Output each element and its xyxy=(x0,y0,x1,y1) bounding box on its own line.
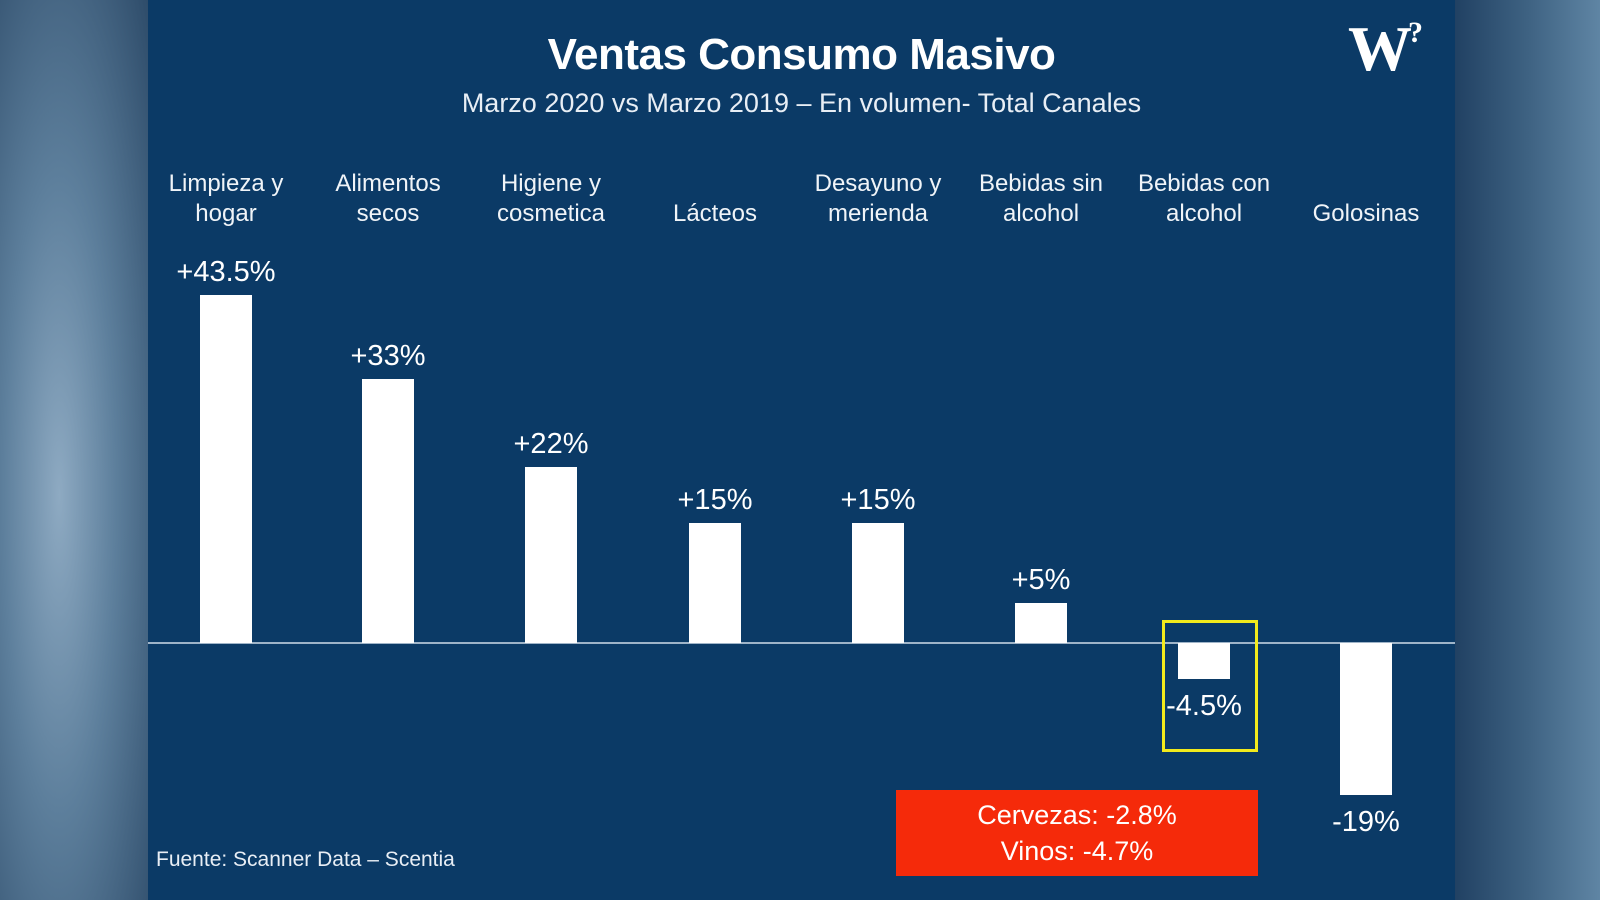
category-label-2-1: cosmetica xyxy=(497,200,606,227)
slide: Ventas Consumo Masivo Marzo 2020 vs Marz… xyxy=(148,0,1455,900)
value-label-0: +43.5% xyxy=(176,256,275,288)
logo-question-mark: ? xyxy=(1408,16,1423,49)
value-label-5: +5% xyxy=(1012,564,1071,596)
category-label-4-1: merienda xyxy=(828,200,929,227)
bar-6 xyxy=(1178,643,1230,679)
bar-0 xyxy=(200,295,252,643)
category-label-6-0: Bebidas con xyxy=(1138,170,1270,197)
blurred-left-edge xyxy=(0,0,148,900)
highlight-box xyxy=(1162,620,1258,752)
value-label-4: +15% xyxy=(841,484,916,516)
chart-title: Ventas Consumo Masivo xyxy=(547,30,1056,79)
category-label-0-1: hogar xyxy=(195,200,256,227)
source-note: Fuente: Scanner Data – Scentia xyxy=(156,848,455,871)
category-label-6-1: alcohol xyxy=(1166,200,1242,227)
brand-logo: W? xyxy=(1348,12,1423,86)
value-label-1: +33% xyxy=(351,340,426,372)
category-label-7-0: Golosinas xyxy=(1313,200,1420,227)
blurred-right-edge xyxy=(1455,0,1600,900)
bar-7 xyxy=(1340,643,1392,795)
value-label-3: +15% xyxy=(678,484,753,516)
bar-1 xyxy=(362,379,414,643)
value-label-6: -4.5% xyxy=(1166,690,1242,722)
category-label-5-0: Bebidas sin xyxy=(979,170,1103,197)
logo-letter: W xyxy=(1348,13,1412,84)
value-label-2: +22% xyxy=(514,428,589,460)
callout-box: Cervezas: -2.8% Vinos: -4.7% xyxy=(896,790,1258,876)
category-label-4-0: Desayuno y xyxy=(815,170,942,197)
bar-chart: +43.5% Limpieza y hogar +33% Alimentos secos +… xyxy=(148,170,1455,838)
chart-subtitle: Marzo 2020 vs Marzo 2019 – En volumen- T… xyxy=(461,88,1142,118)
callout-line-beer: Cervezas: -2.8% xyxy=(977,800,1177,830)
category-label-5-1: alcohol xyxy=(1003,200,1079,227)
bar-2 xyxy=(525,467,577,643)
bar-5 xyxy=(1015,603,1067,643)
category-label-1-0: Alimentos xyxy=(335,170,440,197)
bar-3 xyxy=(689,523,741,643)
bar-4 xyxy=(852,523,904,643)
category-label-0-0: Limpieza y xyxy=(169,170,284,197)
category-label-1-1: secos xyxy=(357,200,420,227)
callout-line-wine: Vinos: -4.7% xyxy=(1000,836,1154,866)
value-label-7: -19% xyxy=(1332,806,1400,838)
category-label-3-0: Lácteos xyxy=(673,200,757,227)
category-label-2-0: Higiene y xyxy=(501,170,601,197)
